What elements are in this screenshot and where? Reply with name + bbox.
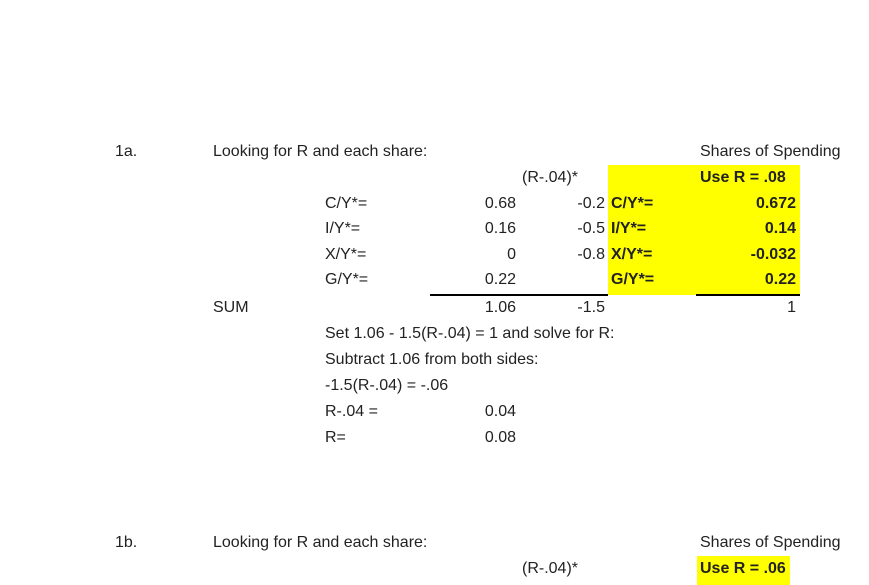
row-value: 0 [507,246,516,263]
row-coef: -0.8 [577,246,605,263]
sum-underline-shares [696,294,800,296]
row-coef: -0.5 [577,220,605,237]
row-label: G/Y*= [325,271,369,288]
row-share: -0.032 [750,246,796,263]
sum-label: SUM [213,299,249,316]
part-number: 1a. [115,143,138,160]
use-r-label: Use R = .06 [700,560,786,577]
sum-share: 1 [787,299,796,316]
highlight-shares-a [608,165,800,295]
sum-underline-values [430,294,608,296]
row-coef [520,267,605,293]
row-label: C/Y*= [325,195,368,212]
step-text: Set 1.06 - 1.5(R-.04) = 1 and solve for … [325,325,615,342]
step-text: Subtract 1.06 from both sides: [325,351,539,368]
row-share-label: I/Y*= [611,220,647,237]
shares-header: Shares of Spending [700,534,841,551]
step-text: R-.04 = [325,403,378,420]
row-share-label: X/Y*= [611,246,653,263]
part-heading: Looking for R and each share: [213,143,428,160]
part-number: 1b. [115,534,138,551]
row-value: 0.68 [484,195,516,212]
coef-header: (R-.04)* [522,169,579,186]
row-share: 0.22 [764,271,796,288]
sum-coef: -1.5 [577,299,605,316]
highlight-use-r-b [697,556,790,585]
row-value: 0.22 [484,271,516,288]
step-text: -1.5(R-.04) = -.06 [325,377,449,394]
part-heading: Looking for R and each share: [213,534,428,551]
step-value: 0.08 [484,429,516,446]
sum-value: 1.06 [484,299,516,316]
row-label: X/Y*= [325,246,367,263]
row-share-label: G/Y*= [611,271,655,288]
step-value: 0.04 [484,403,516,420]
row-label: I/Y*= [325,220,361,237]
use-r-label: Use R = .08 [700,169,786,186]
row-share-label: C/Y*= [611,195,654,212]
row-share: 0.14 [764,220,796,237]
shares-header: Shares of Spending [700,143,841,160]
row-share: 0.672 [755,195,796,212]
row-coef: -0.2 [577,195,605,212]
row-value: 0.16 [484,220,516,237]
coef-header: (R-.04)* [522,560,579,577]
step-text: R= [325,429,346,446]
